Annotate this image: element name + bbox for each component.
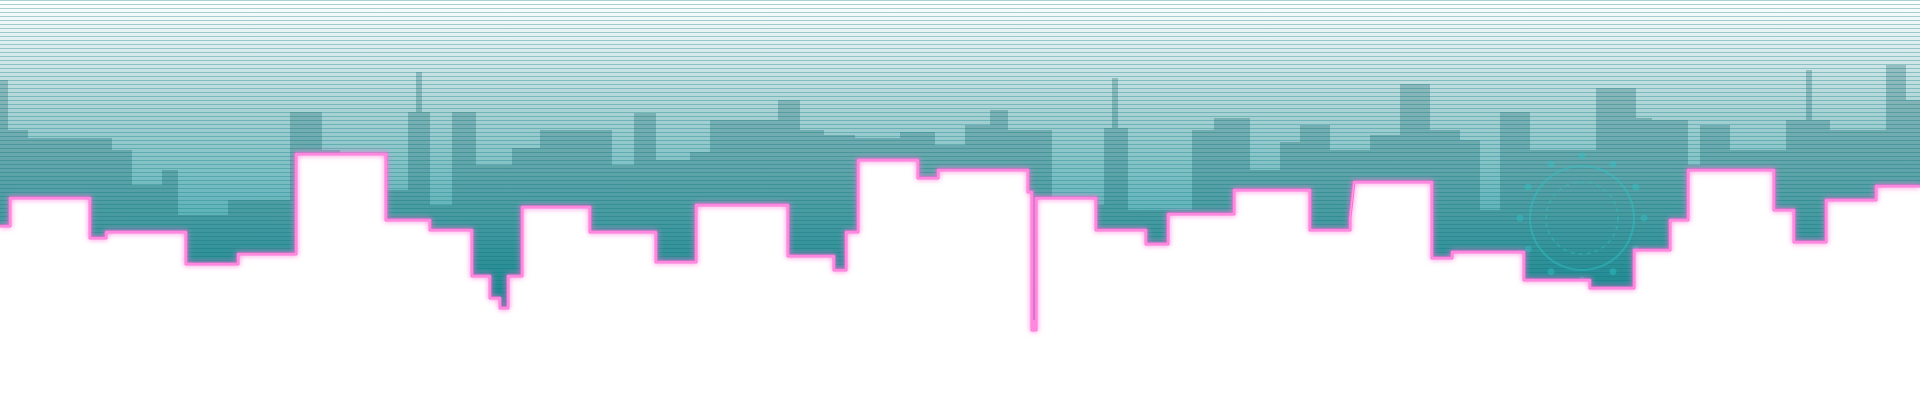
emblem-dot (1632, 183, 1640, 191)
emblem-dot (1640, 214, 1648, 222)
emblem-dot (1524, 245, 1532, 253)
emblem-dot (1516, 214, 1524, 222)
emblem-dot (1578, 152, 1586, 160)
emblem-dot (1524, 183, 1532, 191)
emblem-dot (1609, 268, 1617, 276)
emblem-dot (1609, 160, 1617, 168)
emblem-dot (1547, 160, 1555, 168)
emblem-dot (1547, 268, 1555, 276)
neon-outlined-skyline-icon (0, 152, 1920, 406)
